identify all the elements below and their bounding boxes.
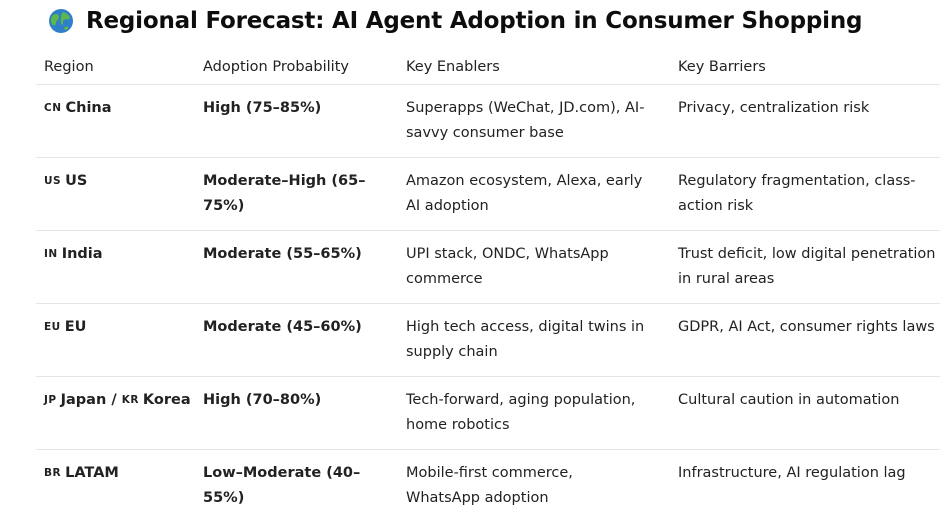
flag-label: EU — [44, 321, 61, 333]
flag-label-secondary: KR — [121, 394, 139, 406]
barriers-cell: GDPR, AI Act, consumer rights laws — [678, 319, 935, 335]
globe-icon — [49, 9, 73, 33]
table-header-row: Region Adoption Probability Key Enablers… — [36, 48, 940, 85]
probability-cell: Moderate–High (65–75%) — [203, 173, 366, 214]
enablers-cell: Amazon ecosystem, Alexa, early AI adopti… — [406, 173, 643, 214]
region-name: India — [61, 246, 103, 262]
table-row: EU EU Moderate (45–60%) High tech access,… — [36, 304, 940, 377]
table-row: JP Japan / KR Korea High (70–80%) Tech-for… — [36, 377, 940, 450]
region-name: China — [65, 100, 112, 116]
flag-label: US — [44, 175, 62, 187]
column-header-enablers: Key Enablers — [406, 59, 500, 75]
column-header-region: Region — [44, 59, 94, 75]
region-cell: IN India — [44, 242, 194, 267]
barriers-cell: Infrastructure, AI regulation lag — [678, 465, 906, 481]
enablers-cell: High tech access, digital twins in suppl… — [406, 319, 645, 360]
flag-label: JP — [44, 394, 57, 406]
enablers-cell: UPI stack, ONDC, WhatsApp commerce — [406, 246, 609, 287]
barriers-cell: Regulatory fragmentation, class-action r… — [678, 173, 916, 214]
barriers-cell: Trust deficit, low digital penetration i… — [678, 246, 936, 287]
flag-label: BR — [44, 467, 62, 479]
table-row: BR LATAM Low–Moderate (40–55%) Mobile-fir… — [36, 450, 940, 522]
region-name-secondary: Korea — [142, 392, 191, 408]
column-header-probability: Adoption Probability — [203, 59, 349, 75]
table-row: CN China High (75–85%) Superapps (WeChat,… — [36, 85, 940, 158]
enablers-cell: Superapps (WeChat, JD.com), AI-savvy con… — [406, 100, 645, 141]
region-cell: CN China — [44, 96, 194, 121]
probability-cell: Low–Moderate (40–55%) — [203, 465, 361, 506]
page-title: Regional Forecast: AI Agent Adoption in … — [48, 3, 862, 39]
table-row: US US Moderate–High (65–75%) Amazon ecosy… — [36, 158, 940, 231]
barriers-cell: Cultural caution in automation — [678, 392, 900, 408]
region-name: LATAM — [65, 465, 119, 481]
flag-label: IN — [44, 248, 58, 260]
enablers-cell: Mobile-first commerce, WhatsApp adoption — [406, 465, 573, 506]
flag-label: CN — [44, 102, 62, 114]
region-cell: BR LATAM — [44, 461, 194, 486]
probability-cell: High (70–80%) — [203, 392, 322, 408]
forecast-table: Region Adoption Probability Key Enablers… — [36, 48, 940, 522]
region-name: Japan / — [60, 392, 117, 408]
region-cell: US US — [44, 169, 194, 194]
column-header-barriers: Key Barriers — [678, 59, 766, 75]
title-text: Regional Forecast: AI Agent Adoption in … — [86, 8, 863, 34]
region-name: US — [65, 173, 88, 189]
barriers-cell: Privacy, centralization risk — [678, 100, 870, 116]
region-name: EU — [64, 319, 87, 335]
enablers-cell: Tech-forward, aging population, home rob… — [406, 392, 636, 433]
probability-cell: Moderate (45–60%) — [203, 319, 362, 335]
region-cell: EU EU — [44, 315, 194, 340]
table-row: IN India Moderate (55–65%) UPI stack, OND… — [36, 231, 940, 304]
region-cell: JP Japan / KR Korea — [44, 388, 194, 413]
probability-cell: High (75–85%) — [203, 100, 322, 116]
probability-cell: Moderate (55–65%) — [203, 246, 362, 262]
